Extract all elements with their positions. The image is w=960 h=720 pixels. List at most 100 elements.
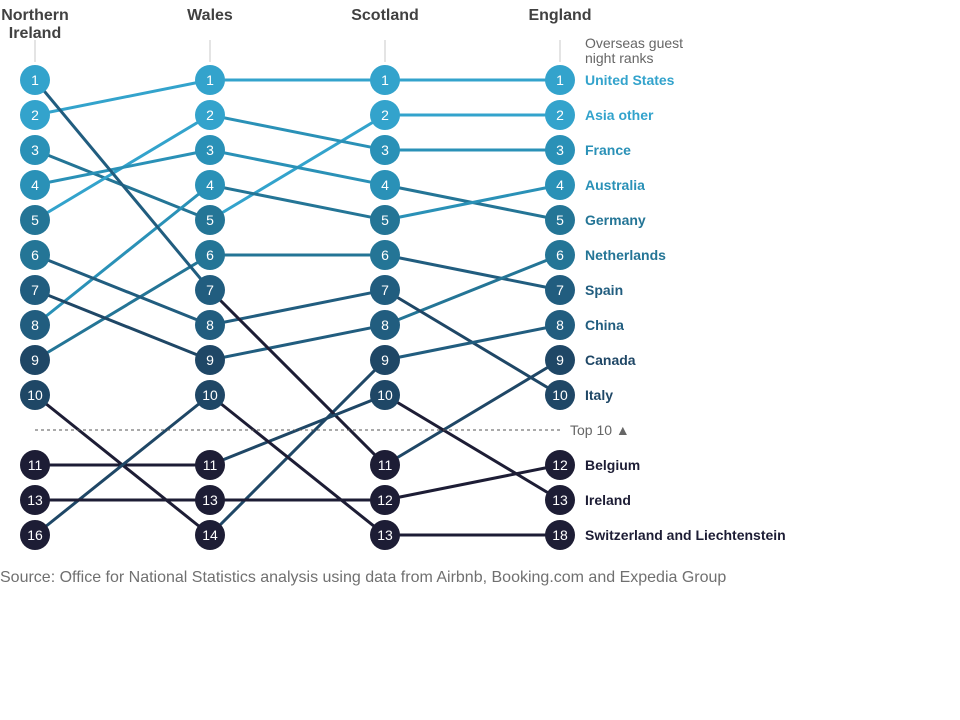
series-line-spain (33, 253, 212, 362)
country-label-united-states: United States (585, 72, 675, 88)
rank-node-circle (20, 310, 50, 340)
rank-node: 3 (195, 135, 225, 165)
rank-node: 4 (370, 170, 400, 200)
rank-node: 10 (545, 380, 575, 410)
rank-node-circle (195, 520, 225, 550)
rank-node: 5 (370, 205, 400, 235)
rank-node-circle (20, 170, 50, 200)
rank-node-circle (370, 380, 400, 410)
rank-node: 9 (195, 345, 225, 375)
rank-node: 12 (545, 450, 575, 480)
rank-node-circle (195, 485, 225, 515)
rank-node: 18 (545, 520, 575, 550)
rank-node-label: 1 (206, 72, 214, 88)
rank-node-label: 2 (31, 107, 39, 123)
rank-node-circle (20, 240, 50, 270)
rank-node-label: 11 (28, 457, 43, 473)
series-line-netherlands (383, 253, 562, 327)
rank-node-circle (370, 205, 400, 235)
rank-node: 7 (195, 275, 225, 305)
rank-node-circle (195, 65, 225, 95)
rank-node: 3 (545, 135, 575, 165)
series-line-australia (383, 183, 562, 222)
rank-node-label: 6 (556, 247, 564, 263)
rank-node-circle (370, 450, 400, 480)
rank-node: 13 (370, 520, 400, 550)
rank-node: 8 (545, 310, 575, 340)
rank-node-circle (195, 170, 225, 200)
rank-node-circle (195, 135, 225, 165)
rank-node-circle (20, 205, 50, 235)
rank-node-circle (545, 205, 575, 235)
rank-node-label: 5 (206, 212, 214, 228)
rank-node: 2 (545, 100, 575, 130)
rank-node: 2 (195, 100, 225, 130)
rank-node-circle (195, 275, 225, 305)
rank-node-circle (195, 240, 225, 270)
rank-node: 16 (20, 520, 50, 550)
series-line-united-states (33, 78, 212, 117)
rank-node-circle (20, 450, 50, 480)
rank-node: 1 (20, 65, 50, 95)
rank-node: 5 (545, 205, 575, 235)
rank-node: 8 (195, 310, 225, 340)
rank-node-circle (370, 240, 400, 270)
rank-node-label: 11 (203, 457, 218, 473)
series-line-germany (208, 148, 387, 187)
rank-node-label: 5 (381, 212, 389, 228)
rank-node-circle (545, 520, 575, 550)
rank-node-circle (545, 170, 575, 200)
rank-node-label: 12 (377, 492, 393, 508)
series-line-ireland (208, 393, 387, 467)
rank-node: 6 (370, 240, 400, 270)
rank-node-label: 9 (206, 352, 214, 368)
rank-node: 11 (195, 450, 225, 480)
series-line-netherlands (208, 323, 387, 362)
rank-node-label: 13 (27, 492, 43, 508)
rank-node-label: 6 (31, 247, 39, 263)
rank-node-circle (545, 450, 575, 480)
series-line-china (383, 323, 562, 362)
slope-chart: Northern Ireland Wales Scotland England 2 3 5 4… (1, 7, 786, 550)
rank-node-label: 13 (552, 492, 568, 508)
rank-node-circle (195, 205, 225, 235)
rank-node-circle (20, 345, 50, 375)
series-line-canada (33, 78, 212, 292)
rank-node: 5 (20, 205, 50, 235)
rank-node-label: 2 (556, 107, 564, 123)
rank-node-label: 2 (381, 107, 389, 123)
country-label-asia-other: Asia other (585, 107, 654, 123)
rank-node-label: 1 (556, 72, 564, 88)
rank-node-circle (20, 100, 50, 130)
series-lines (33, 78, 562, 537)
rank-node-label: 6 (381, 247, 389, 263)
rank-node: 11 (370, 450, 400, 480)
country-label-switzerland-and-liechtenstein: Switzerland and Liechtenstein (585, 527, 786, 543)
rank-node: 6 (545, 240, 575, 270)
rank-node-label: 6 (206, 247, 214, 263)
series-line-switzerland-and-liechtenstein (208, 393, 387, 537)
rank-node: 13 (545, 485, 575, 515)
rank-node: 8 (20, 310, 50, 340)
series-line-australia (208, 183, 387, 222)
country-labels: United States Asia other France Germany Aust… (585, 72, 786, 543)
rank-node: 3 (20, 135, 50, 165)
rank-node-label: 5 (556, 212, 564, 228)
rank-node-label: 10 (202, 387, 218, 403)
country-label-netherlands: Netherlands (585, 247, 666, 263)
rank-node: 14 (195, 520, 225, 550)
rank-node: 1 (370, 65, 400, 95)
series-line-spain (383, 253, 562, 292)
column-header-scotland: Scotland (351, 7, 419, 24)
rank-node-label: 11 (378, 457, 393, 473)
rank-node-circle (545, 240, 575, 270)
rank-node-circle (545, 485, 575, 515)
rank-node: 1 (195, 65, 225, 95)
rank-node-circle (545, 380, 575, 410)
rank-node: 3 (370, 135, 400, 165)
rank-node-label: 9 (31, 352, 39, 368)
country-label-canada: Canada (585, 352, 636, 368)
rank-node-label: 4 (206, 177, 214, 193)
rank-node-label: 8 (206, 317, 214, 333)
series-line-italy (33, 253, 212, 327)
